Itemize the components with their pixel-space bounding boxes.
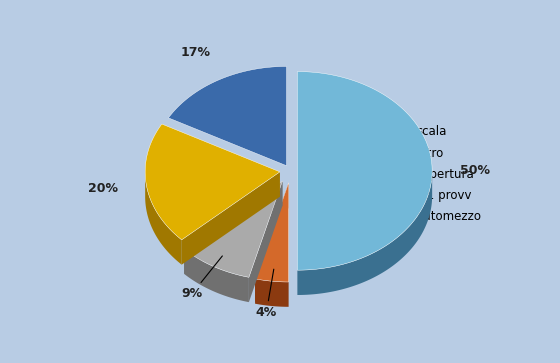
Polygon shape (184, 181, 282, 277)
Polygon shape (249, 181, 282, 302)
Text: 50%: 50% (460, 164, 490, 178)
Polygon shape (255, 279, 288, 307)
Polygon shape (169, 66, 287, 166)
Text: 17%: 17% (181, 46, 211, 60)
Legend: scala, altro, copertura, op. provv, automezzo: scala, altro, copertura, op. provv, auto… (395, 125, 482, 224)
Polygon shape (184, 181, 282, 274)
Polygon shape (255, 183, 288, 282)
Polygon shape (255, 183, 288, 304)
Polygon shape (145, 124, 280, 240)
Polygon shape (297, 171, 432, 295)
Polygon shape (297, 72, 432, 270)
Polygon shape (181, 172, 280, 265)
Text: 20%: 20% (88, 182, 119, 195)
Text: 4%: 4% (256, 269, 277, 319)
Text: 9%: 9% (181, 256, 222, 301)
Polygon shape (145, 172, 181, 265)
Polygon shape (184, 249, 249, 302)
